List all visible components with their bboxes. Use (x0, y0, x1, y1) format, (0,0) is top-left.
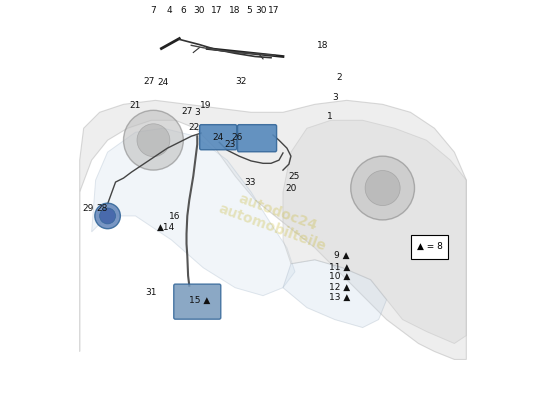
Text: autodoc24
automobilteile: autodoc24 automobilteile (217, 186, 333, 254)
Polygon shape (283, 120, 466, 344)
Circle shape (100, 208, 116, 224)
Text: 3: 3 (194, 108, 200, 117)
Text: 11 ▲: 11 ▲ (329, 262, 350, 272)
Text: 30: 30 (255, 6, 267, 15)
Text: 9 ▲: 9 ▲ (334, 251, 350, 260)
Text: 13 ▲: 13 ▲ (329, 293, 350, 302)
Text: 30: 30 (194, 6, 205, 15)
Text: 31: 31 (145, 288, 156, 297)
Text: 28: 28 (96, 204, 107, 213)
FancyBboxPatch shape (174, 284, 221, 319)
Text: 24: 24 (213, 132, 224, 142)
Text: 22: 22 (189, 123, 200, 132)
Text: 21: 21 (130, 101, 141, 110)
Text: 23: 23 (224, 140, 236, 150)
Text: 1: 1 (327, 112, 333, 121)
Text: 29: 29 (82, 204, 94, 213)
Circle shape (124, 110, 183, 170)
Text: 27: 27 (144, 77, 155, 86)
Circle shape (351, 156, 415, 220)
Polygon shape (92, 128, 295, 296)
Text: 18: 18 (317, 41, 328, 50)
Text: 19: 19 (200, 101, 211, 110)
Circle shape (95, 203, 120, 229)
Circle shape (365, 170, 400, 206)
Circle shape (137, 124, 170, 157)
Text: 24: 24 (158, 78, 169, 87)
Text: 6: 6 (180, 6, 186, 15)
Text: 12 ▲: 12 ▲ (329, 282, 350, 291)
Text: 32: 32 (235, 77, 247, 86)
Text: 15 ▲: 15 ▲ (189, 296, 210, 305)
Text: 20: 20 (285, 184, 296, 193)
FancyBboxPatch shape (238, 125, 277, 152)
Text: 33: 33 (245, 178, 256, 186)
Text: 26: 26 (232, 132, 243, 142)
Text: 7: 7 (151, 6, 156, 15)
FancyBboxPatch shape (411, 235, 448, 259)
Polygon shape (80, 100, 466, 360)
Text: 16: 16 (169, 212, 180, 221)
Text: 27: 27 (182, 107, 193, 116)
Polygon shape (283, 260, 387, 328)
Text: 17: 17 (211, 6, 223, 15)
Text: 3: 3 (332, 93, 338, 102)
Text: ▲ = 8: ▲ = 8 (416, 242, 442, 251)
Text: ▲14: ▲14 (157, 223, 175, 232)
Text: 10 ▲: 10 ▲ (329, 272, 350, 281)
FancyBboxPatch shape (200, 125, 236, 150)
Text: 18: 18 (229, 6, 241, 15)
Text: 25: 25 (288, 172, 300, 181)
Text: 17: 17 (268, 6, 280, 15)
Text: 2: 2 (336, 73, 342, 82)
Text: 4: 4 (167, 6, 172, 15)
Text: 5: 5 (246, 6, 252, 15)
